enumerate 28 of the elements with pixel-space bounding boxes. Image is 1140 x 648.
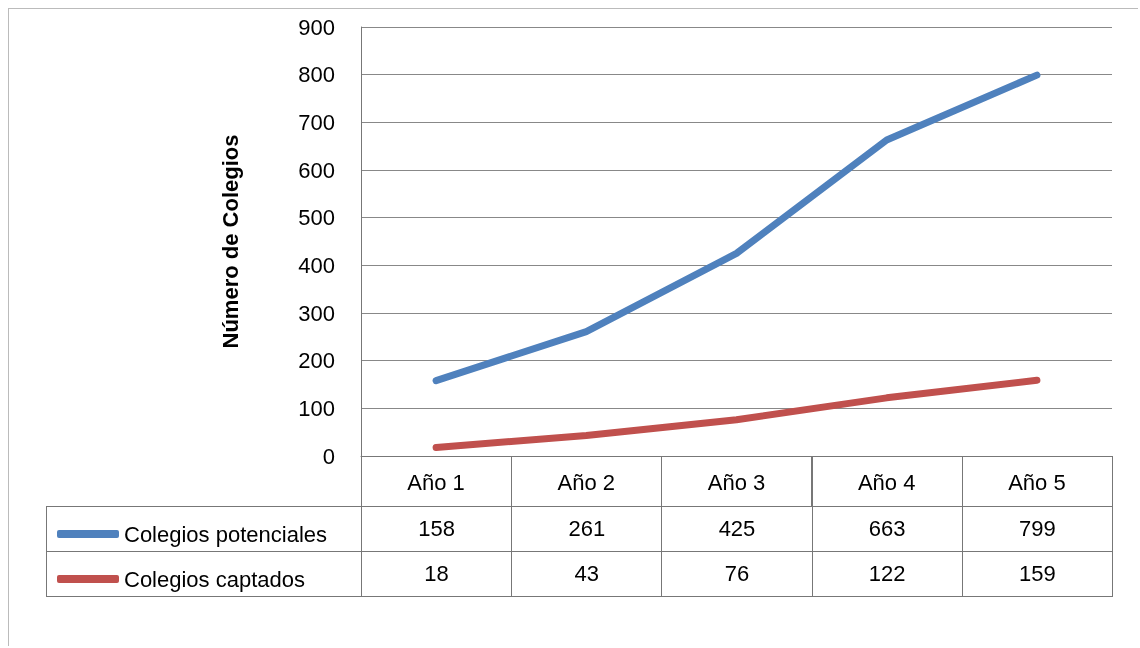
data-label: 159 [961,551,1113,597]
y-tick-label: 600 [298,157,335,183]
data-label: 158 [361,506,513,552]
y-tick-label: 300 [298,300,335,326]
data-label: 18 [361,551,513,597]
data-label: 663 [811,506,963,552]
y-tick-label: 100 [298,395,335,421]
x-tick-label: Año 3 [707,469,766,495]
y-tick-label: 700 [298,109,335,135]
data-label: 799 [961,506,1113,552]
legend-label: Colegios captados [124,566,306,592]
x-tick-label: Año 2 [557,469,616,495]
y-tick-label: 400 [298,252,335,278]
legend-label: Colegios potenciales [124,521,328,547]
y-tick-label: 900 [298,14,335,40]
x-tick-label: Año 1 [407,469,465,495]
y-tick-label: 200 [298,348,335,374]
x-tick-label: Año 5 [1008,469,1066,495]
y-axis-title: Número de Colegios [217,134,243,349]
x-tick-label: Año 4 [857,469,916,495]
data-label: 122 [811,551,963,597]
data-label: 261 [511,506,663,552]
y-tick-label: 500 [298,205,335,231]
data-label: 425 [661,506,813,552]
data-label: 76 [661,551,813,597]
y-tick-label: 0 [322,443,335,469]
y-tick-label: 800 [298,62,335,88]
data-label: 43 [511,551,663,597]
